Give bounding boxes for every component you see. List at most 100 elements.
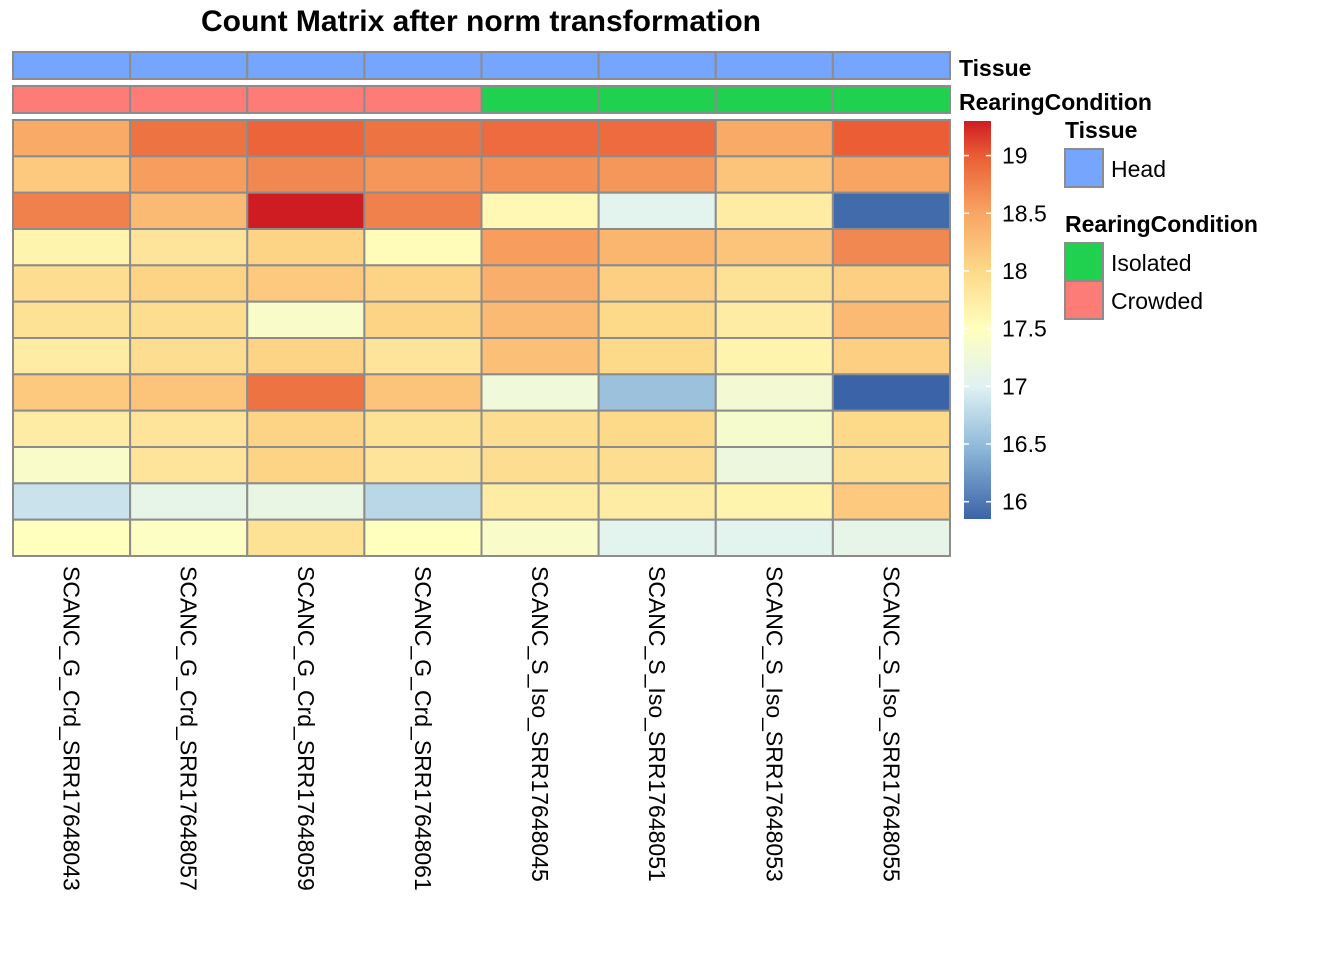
heatmap-cell bbox=[129, 191, 249, 231]
heatmap-cell bbox=[246, 155, 366, 194]
color-scale-tick-label: 18.5 bbox=[1002, 200, 1047, 226]
heatmap-cell bbox=[12, 337, 132, 376]
heatmap-cell bbox=[246, 264, 366, 303]
legend-label-head: Head bbox=[1111, 156, 1166, 182]
heatmap-cell bbox=[597, 446, 717, 485]
heatmap-cell bbox=[480, 300, 600, 339]
legend-label-crowded: Crowded bbox=[1111, 288, 1203, 314]
column-label: SCANC_S_Iso_SRR17648053 bbox=[761, 566, 787, 882]
heatmap-cell bbox=[480, 155, 600, 194]
heatmap-cell bbox=[12, 518, 132, 558]
heatmap-cell bbox=[597, 518, 717, 558]
annotation-cell-tissue bbox=[129, 51, 249, 80]
heatmap-cell bbox=[597, 155, 717, 194]
heatmap-cell bbox=[246, 518, 366, 558]
heatmap-cell bbox=[714, 191, 834, 231]
column-label: SCANC_S_Iso_SRR17648051 bbox=[644, 566, 670, 882]
heatmap-cell bbox=[12, 446, 132, 485]
annotation-cell-tissue bbox=[246, 51, 366, 80]
annotation-cell-rearingcondition bbox=[480, 85, 600, 114]
heatmap-cell bbox=[480, 482, 600, 521]
annotation-cell-rearingcondition bbox=[363, 85, 483, 114]
heatmap-cell bbox=[246, 119, 366, 158]
heatmap-cell bbox=[831, 300, 951, 339]
heatmap-cell bbox=[597, 228, 717, 267]
color-scale-tick-label: 19 bbox=[1002, 143, 1028, 169]
heatmap-cell bbox=[363, 119, 483, 158]
color-scale-bar bbox=[964, 121, 991, 519]
annotation-cell-tissue bbox=[12, 51, 132, 80]
annotation-legends: Tissue Head RearingCondition Isolated Crowde… bbox=[1064, 117, 1258, 320]
heatmap-cell bbox=[480, 518, 600, 558]
heatmap-cell bbox=[831, 446, 951, 485]
heatmap-cell bbox=[246, 228, 366, 267]
heatmap-cell bbox=[597, 264, 717, 303]
annotation-cell-rearingcondition bbox=[246, 85, 366, 114]
heatmap-cell bbox=[831, 409, 951, 448]
heatmap-cell bbox=[12, 409, 132, 448]
heatmap-cell bbox=[246, 300, 366, 339]
heatmap-cell bbox=[831, 191, 951, 231]
heatmap-cell bbox=[597, 337, 717, 376]
heatmap-cell bbox=[480, 337, 600, 376]
heatmap-cell bbox=[480, 409, 600, 448]
heatmap-cell bbox=[246, 191, 366, 231]
heatmap-cell bbox=[129, 228, 249, 267]
heatmap-cell bbox=[597, 191, 717, 231]
column-label: SCANC_G_Crd_SRR17648061 bbox=[410, 566, 436, 891]
heatmap-cell bbox=[363, 300, 483, 339]
column-label: SCANC_S_Iso_SRR17648055 bbox=[878, 566, 904, 882]
column-labels: SCANC_G_Crd_SRR17648043 SCANC_G_Crd_SRR17… bbox=[59, 566, 905, 891]
heatmap-cell bbox=[597, 300, 717, 339]
heatmap-cell bbox=[12, 300, 132, 339]
legend-swatch-head bbox=[1064, 148, 1104, 188]
heatmap-cell bbox=[363, 155, 483, 194]
heatmap-cell bbox=[129, 119, 249, 158]
heatmap-cell bbox=[714, 409, 834, 448]
heatmap-cell bbox=[12, 191, 132, 231]
annotation-cell-rearingcondition bbox=[12, 85, 132, 114]
heatmap-cell bbox=[714, 337, 834, 376]
heatmap-cell bbox=[831, 518, 951, 558]
chart-title: Count Matrix after norm transformation bbox=[201, 5, 761, 38]
heatmap-cell bbox=[363, 337, 483, 376]
heatmap-cell bbox=[12, 155, 132, 194]
heatmap-cell bbox=[714, 300, 834, 339]
heatmap-cell bbox=[12, 373, 132, 412]
heatmap-cell bbox=[363, 446, 483, 485]
heatmap-cell bbox=[831, 373, 951, 412]
heatmap-cell bbox=[363, 409, 483, 448]
heatmap-cells bbox=[12, 119, 951, 558]
heatmap-cell bbox=[597, 409, 717, 448]
color-scale-tick-label: 17.5 bbox=[1002, 316, 1047, 342]
annotation-label-tissue: Tissue bbox=[959, 55, 1031, 81]
heatmap-cell bbox=[12, 264, 132, 303]
heatmap-cell bbox=[831, 155, 951, 194]
column-label: SCANC_S_Iso_SRR17648045 bbox=[527, 566, 553, 882]
heatmap-cell bbox=[714, 373, 834, 412]
heatmap-cell bbox=[363, 264, 483, 303]
legend-swatch-crowded bbox=[1064, 280, 1104, 320]
heatmap-cell bbox=[831, 119, 951, 158]
heatmap-cell bbox=[363, 228, 483, 267]
heatmap-cell bbox=[714, 264, 834, 303]
heatmap-cell bbox=[714, 446, 834, 485]
heatmap-cell bbox=[12, 119, 132, 158]
heatmap-cell bbox=[246, 373, 366, 412]
heatmap-cell bbox=[12, 482, 132, 521]
annotation-cell-tissue bbox=[597, 51, 717, 80]
heatmap-cell bbox=[597, 119, 717, 158]
heatmap-cell bbox=[129, 373, 249, 412]
legend-label-isolated: Isolated bbox=[1111, 250, 1192, 276]
column-label: SCANC_G_Crd_SRR17648057 bbox=[176, 566, 202, 891]
annotation-cell-tissue bbox=[363, 51, 483, 80]
heatmap-cell bbox=[480, 119, 600, 158]
heatmap-cell bbox=[246, 409, 366, 448]
annotation-label-rearingcondition: RearingCondition bbox=[959, 89, 1152, 115]
heatmap-cell bbox=[246, 337, 366, 376]
heatmap-cell bbox=[831, 482, 951, 521]
heatmap-cell bbox=[246, 446, 366, 485]
heatmap-cell bbox=[129, 155, 249, 194]
heatmap-cell bbox=[129, 446, 249, 485]
heatmap-cell bbox=[480, 373, 600, 412]
